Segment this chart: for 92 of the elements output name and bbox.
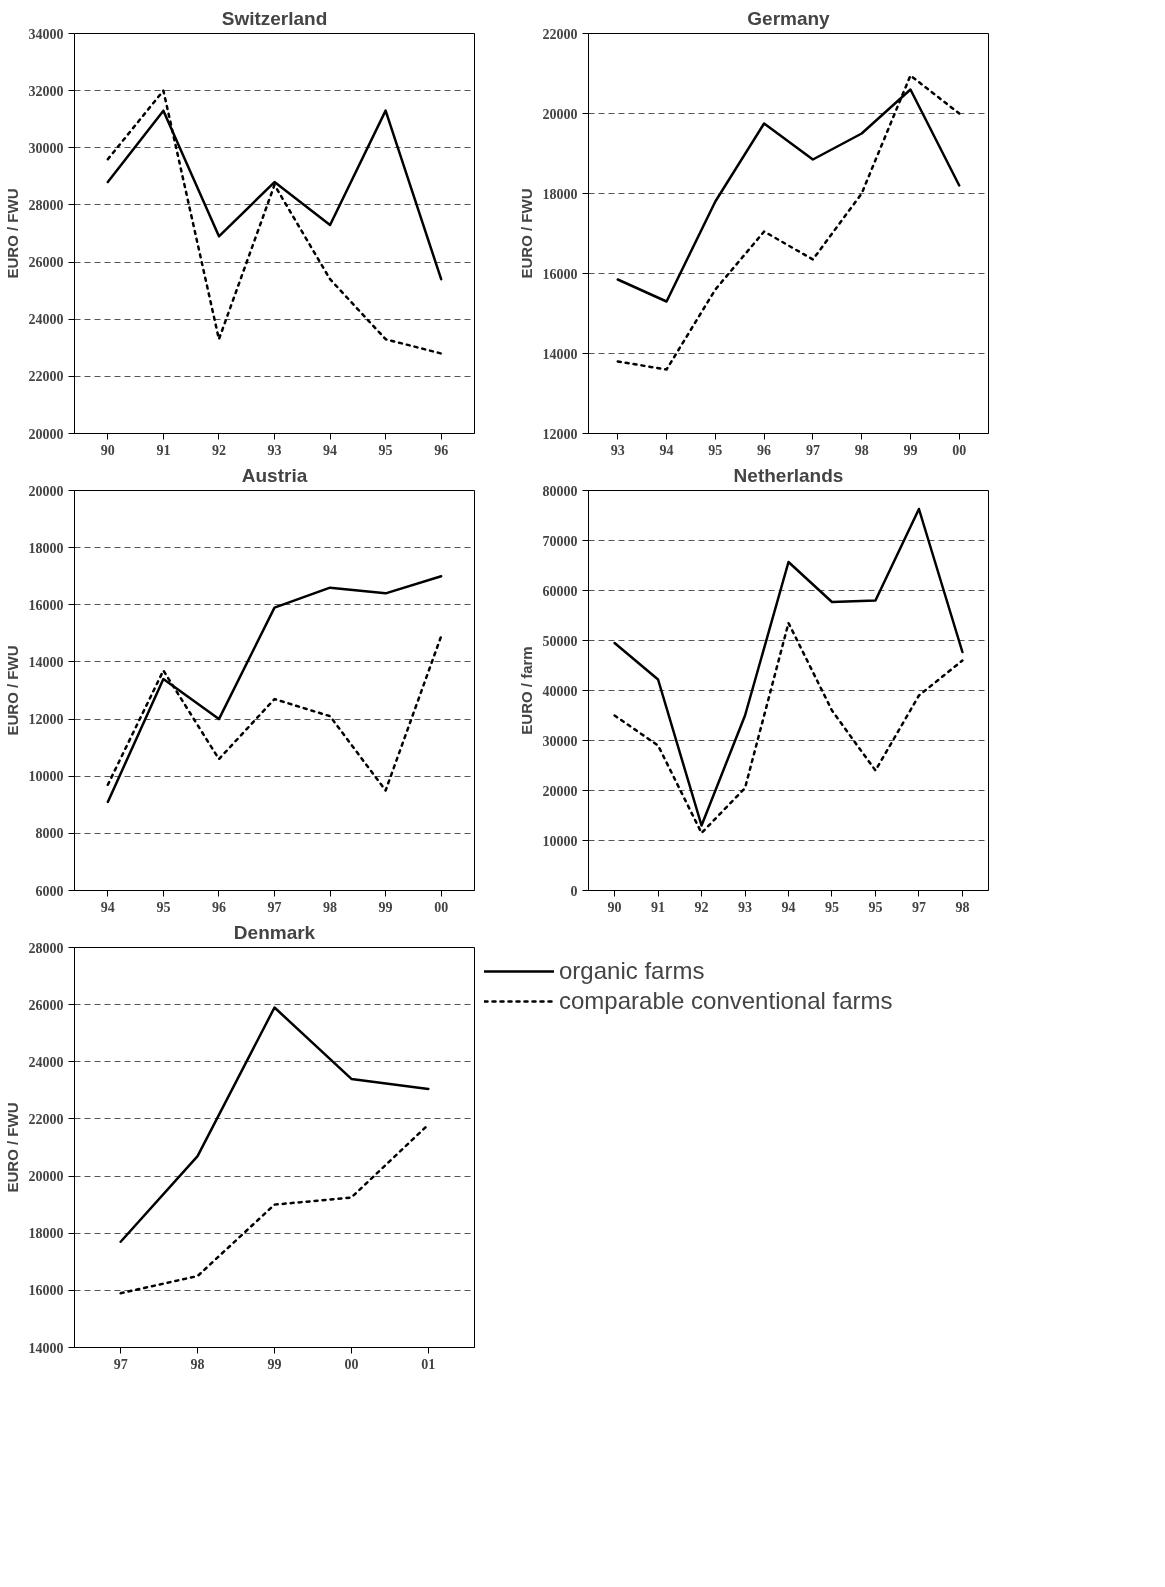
x-tick-label: 91 xyxy=(156,442,171,458)
y-tick-label: 10000 xyxy=(28,769,64,785)
y-tick-label: 34000 xyxy=(28,26,64,42)
x-tick-label: 97 xyxy=(267,899,282,915)
chart-title: Netherlands xyxy=(733,464,844,486)
y-tick-label: 20000 xyxy=(28,426,64,442)
x-tick-label: 95 xyxy=(378,442,393,458)
y-tick-label: 20000 xyxy=(28,1169,64,1185)
y-tick-label: 14000 xyxy=(28,1340,64,1356)
y-tick-label: 20000 xyxy=(542,106,578,122)
x-tick-label: 93 xyxy=(267,442,282,458)
x-tick-label: 94 xyxy=(323,442,338,458)
y-tick-label: 30000 xyxy=(542,733,578,749)
line-series xyxy=(119,1123,430,1295)
y-tick-label: 28000 xyxy=(28,940,64,956)
x-tick-label: 98 xyxy=(955,899,970,915)
x-tick-label: 98 xyxy=(190,1356,205,1372)
x-tick-label: 97 xyxy=(113,1356,128,1372)
x-tick-label: 00 xyxy=(952,442,967,458)
x-tick-label: 96 xyxy=(757,442,772,458)
y-tick-label: 18000 xyxy=(28,1226,64,1242)
y-tick-label: 18000 xyxy=(542,186,578,202)
y-axis-title: EURO / FWU xyxy=(517,188,535,279)
chart-title: Denmark xyxy=(233,921,316,943)
y-tick-label: 16000 xyxy=(28,1283,64,1299)
x-tick-label: 90 xyxy=(100,442,115,458)
y-tick-label: 28000 xyxy=(28,197,64,213)
x-tick-label: 01 xyxy=(421,1356,436,1372)
chart-title: Germany xyxy=(747,7,831,29)
x-tick-label: 91 xyxy=(651,899,666,915)
y-tick-label: 50000 xyxy=(542,633,578,649)
y-tick-label: 22000 xyxy=(28,369,64,385)
x-tick-label: 94 xyxy=(100,899,115,915)
y-tick-label: 6000 xyxy=(35,883,64,899)
x-tick-label: 99 xyxy=(378,899,393,915)
y-tick-label: 26000 xyxy=(28,255,64,271)
line-series xyxy=(119,1006,430,1244)
x-tick-label: 99 xyxy=(267,1356,282,1372)
chart-title: Austria xyxy=(241,464,308,486)
y-tick-label: 0 xyxy=(570,883,578,899)
x-tick-label: 90 xyxy=(607,899,622,915)
x-tick-label: 92 xyxy=(211,442,226,458)
x-tick-label: 00 xyxy=(344,1356,359,1372)
y-tick-label: 16000 xyxy=(28,597,64,613)
y-tick-label: 70000 xyxy=(542,533,578,549)
y-tick-label: 8000 xyxy=(35,826,64,842)
x-tick-label: 98 xyxy=(854,442,869,458)
x-tick-label: 94 xyxy=(659,442,674,458)
y-axis-title: EURO / FWU xyxy=(3,188,21,279)
x-tick-label: 92 xyxy=(694,899,709,915)
y-tick-label: 20000 xyxy=(542,783,578,799)
x-tick-label: 93 xyxy=(610,442,625,458)
y-tick-label: 30000 xyxy=(28,140,64,156)
y-tick-label: 18000 xyxy=(28,540,64,556)
y-tick-label: 80000 xyxy=(542,483,578,499)
x-tick-label: 95 xyxy=(868,899,883,915)
y-tick-label: 14000 xyxy=(28,654,64,670)
y-axis-title: EURO / farm xyxy=(517,646,535,735)
y-tick-label: 14000 xyxy=(542,346,578,362)
y-axis-title: EURO / FWU xyxy=(3,645,21,736)
legend-label: organic farms xyxy=(559,957,705,985)
y-tick-label: 20000 xyxy=(28,483,64,499)
line-series xyxy=(106,89,443,355)
y-tick-label: 10000 xyxy=(542,833,578,849)
legend-label: comparable conventional farms xyxy=(559,987,893,1015)
y-tick-label: 22000 xyxy=(542,26,578,42)
y-axis-title: EURO / FWU xyxy=(3,1102,21,1193)
x-tick-label: 98 xyxy=(323,899,338,915)
y-tick-label: 26000 xyxy=(28,997,64,1013)
y-tick-label: 16000 xyxy=(542,266,578,282)
chart-title: Switzerland xyxy=(221,7,328,29)
y-tick-label: 24000 xyxy=(28,1054,64,1070)
x-tick-label: 93 xyxy=(738,899,753,915)
y-tick-label: 12000 xyxy=(28,712,64,728)
x-tick-label: 95 xyxy=(708,442,723,458)
y-tick-label: 32000 xyxy=(28,83,64,99)
y-tick-label: 40000 xyxy=(542,683,578,699)
y-tick-label: 22000 xyxy=(28,1111,64,1127)
x-tick-label: 96 xyxy=(434,442,449,458)
x-tick-label: 97 xyxy=(911,899,926,915)
x-tick-label: 95 xyxy=(156,899,171,915)
x-tick-label: 94 xyxy=(781,899,796,915)
y-tick-label: 60000 xyxy=(542,583,578,599)
x-tick-label: 96 xyxy=(211,899,226,915)
x-tick-label: 95 xyxy=(824,899,839,915)
y-tick-label: 24000 xyxy=(28,312,64,328)
line-series xyxy=(106,574,443,804)
x-tick-label: 00 xyxy=(434,899,449,915)
x-tick-label: 99 xyxy=(903,442,918,458)
x-tick-label: 97 xyxy=(805,442,820,458)
y-tick-label: 12000 xyxy=(542,426,578,442)
line-series xyxy=(616,74,961,371)
